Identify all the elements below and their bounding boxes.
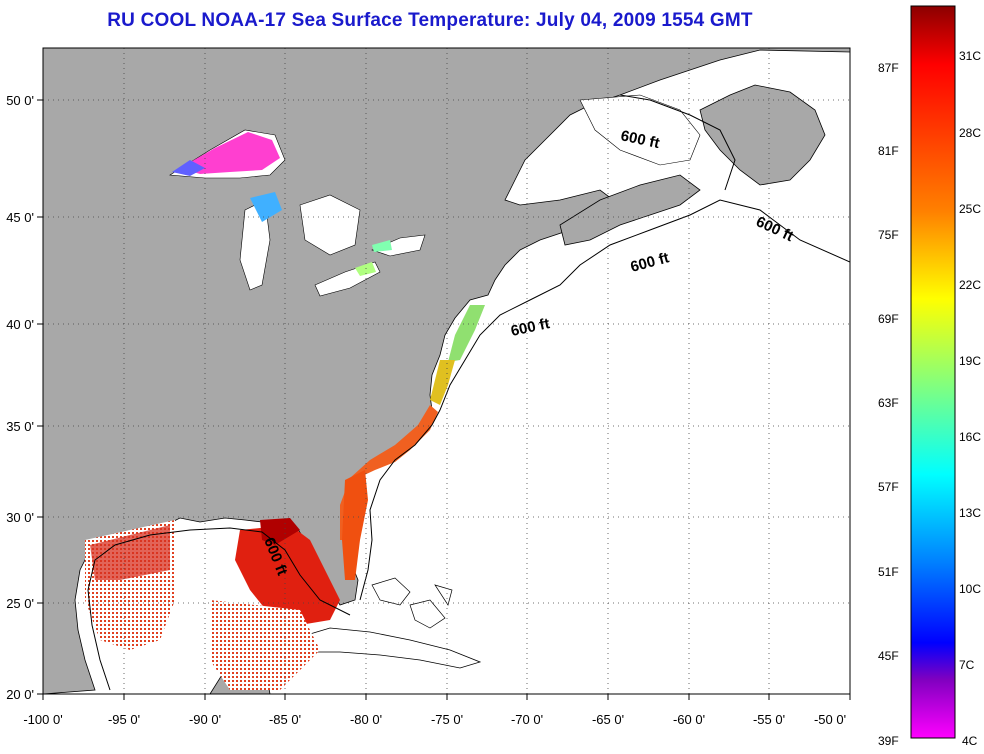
colorbar-c-label: 28C: [959, 126, 981, 140]
colorbar-c-label: 7C: [959, 658, 975, 672]
bahamas-islands: [371, 577, 453, 629]
colorbar-f-label: 39F: [878, 734, 899, 748]
shelf-contour-line: [359, 199, 850, 601]
sst-mid-atlantic-green: [448, 305, 485, 362]
colorbar-celsius-labels: 31C 28C 25C 22C 19C 16C 13C 10C 7C 4C: [959, 49, 981, 748]
shelf-contour-north: [619, 94, 736, 191]
colorbar-c-label: 4C: [962, 734, 978, 748]
sst-lake-erie: [355, 262, 376, 276]
sst-lake-superior-west: [172, 160, 205, 176]
y-tick-label: 50 0': [6, 93, 34, 108]
y-axis: 20 0' 25 0' 30 0' 35 0' 40 0' 45 0' 50 0…: [6, 93, 43, 702]
sst-gulf-east: [235, 525, 340, 625]
sst-lake-michigan: [250, 192, 282, 222]
cuba-land: [289, 627, 482, 669]
colorbar-f-label: 45F: [878, 649, 899, 663]
x-tick-label: -80 0': [350, 712, 382, 727]
x-tick-label: -75 0': [431, 712, 463, 727]
lake-huron: [299, 194, 361, 256]
sst-gulf-south: [210, 600, 320, 690]
y-tick-label: 25 0': [6, 596, 34, 611]
y-tick-label: 40 0': [6, 317, 34, 332]
y-tick-label: 45 0': [6, 210, 34, 225]
colorbar-c-label: 22C: [959, 278, 981, 292]
x-tick-label: -60 0': [673, 712, 705, 727]
x-tick-label: -100 0': [23, 712, 62, 727]
colorbar-c-label: 31C: [959, 49, 981, 63]
colorbar-f-label: 81F: [878, 144, 899, 158]
colorbar-f-label: 63F: [878, 396, 899, 410]
map-title: RU COOL NOAA-17 Sea Surface Temperature:…: [107, 10, 753, 31]
colorbar-f-label: 57F: [878, 480, 899, 494]
nova-scotia-land: [559, 174, 701, 246]
colorbar-f-label: 51F: [878, 565, 899, 579]
x-tick-label: -70 0': [511, 712, 543, 727]
colorbar-fahrenheit-labels: 87F 81F 75F 69F 63F 57F 51F 45F 39F: [878, 61, 899, 748]
sst-mid-atlantic-yellow: [430, 360, 455, 405]
shelf-contour-gulf: [87, 527, 351, 691]
colorbar-c-label: 25C: [959, 202, 981, 216]
colorbar-c-label: 13C: [959, 506, 981, 520]
colorbar-c-label: 10C: [959, 582, 981, 596]
x-tick-label: -95 0': [108, 712, 140, 727]
y-tick-label: 35 0': [6, 419, 34, 434]
y-tick-label: 30 0': [6, 510, 34, 525]
x-tick-label: -50 0': [814, 712, 846, 727]
colorbar-f-label: 87F: [878, 61, 899, 75]
sst-lake-ontario: [372, 240, 392, 252]
x-tick-label: -55 0': [753, 712, 785, 727]
sst-gulf-west-solid: [90, 525, 170, 580]
colorbar-c-label: 16C: [959, 430, 981, 444]
sst-florida-east: [342, 470, 368, 580]
x-tick-label: -65 0': [592, 712, 624, 727]
y-tick-label: 20 0': [6, 687, 34, 702]
sst-carolina-orange: [340, 405, 438, 540]
colorbar-c-label: 19C: [959, 354, 981, 368]
newfoundland-land: [699, 84, 826, 186]
x-tick-label: -90 0': [189, 712, 221, 727]
colorbar: [910, 5, 956, 739]
x-tick-label: -85 0': [269, 712, 301, 727]
x-axis: -100 0' -95 0' -90 0' -85 0' -80 0' -75 …: [23, 694, 851, 727]
colorbar-f-label: 75F: [878, 228, 899, 242]
colorbar-f-label: 69F: [878, 312, 899, 326]
